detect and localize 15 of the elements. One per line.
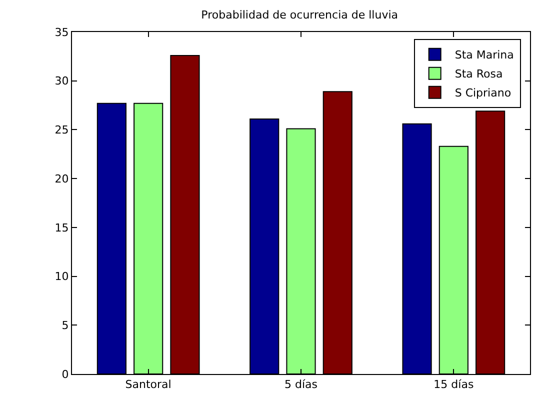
chart-title: Probabilidad de ocurrencia de lluvia (201, 8, 398, 22)
x-tick-label: Santoral (125, 378, 172, 392)
legend-label: Sta Marina (454, 48, 514, 62)
y-tick-label: 20 (54, 172, 69, 186)
y-tick-label: 30 (54, 74, 69, 88)
y-tick-label: 35 (54, 26, 69, 39)
x-tick-label: 15 días (434, 378, 474, 392)
x-tick-label: 5 días (284, 378, 318, 392)
y-tick-label: 5 (62, 318, 69, 332)
legend-label: Sta Rosa (454, 68, 503, 81)
y-tick-label: 25 (54, 124, 69, 137)
y-tick-label: 10 (54, 270, 69, 284)
y-tick-label: 15 (54, 221, 69, 234)
legend-label: S Cipriano (454, 86, 512, 100)
y-tick-label: 0 (62, 368, 69, 381)
